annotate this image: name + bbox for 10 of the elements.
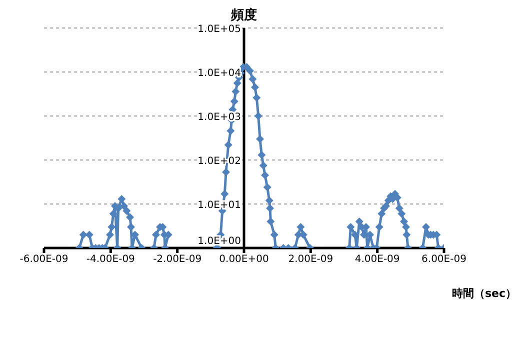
y-tick-label: 1.0E+05	[198, 24, 241, 35]
x-tick-label: -2.00E-09	[153, 254, 202, 266]
x-axis-title: 時間（sec）	[452, 286, 514, 301]
x-tick-label: 4.00E-09	[354, 254, 400, 266]
x-tick-label: -6.00E-09	[20, 254, 68, 266]
x-tick-label: -4.00E-09	[86, 254, 135, 266]
chart-title: 頻度	[230, 6, 258, 24]
x-tick-label: 6.00E-09	[422, 254, 466, 266]
x-tick-label: 0.00E+00	[219, 254, 269, 266]
x-tick-label: 2.00E-09	[288, 254, 334, 266]
